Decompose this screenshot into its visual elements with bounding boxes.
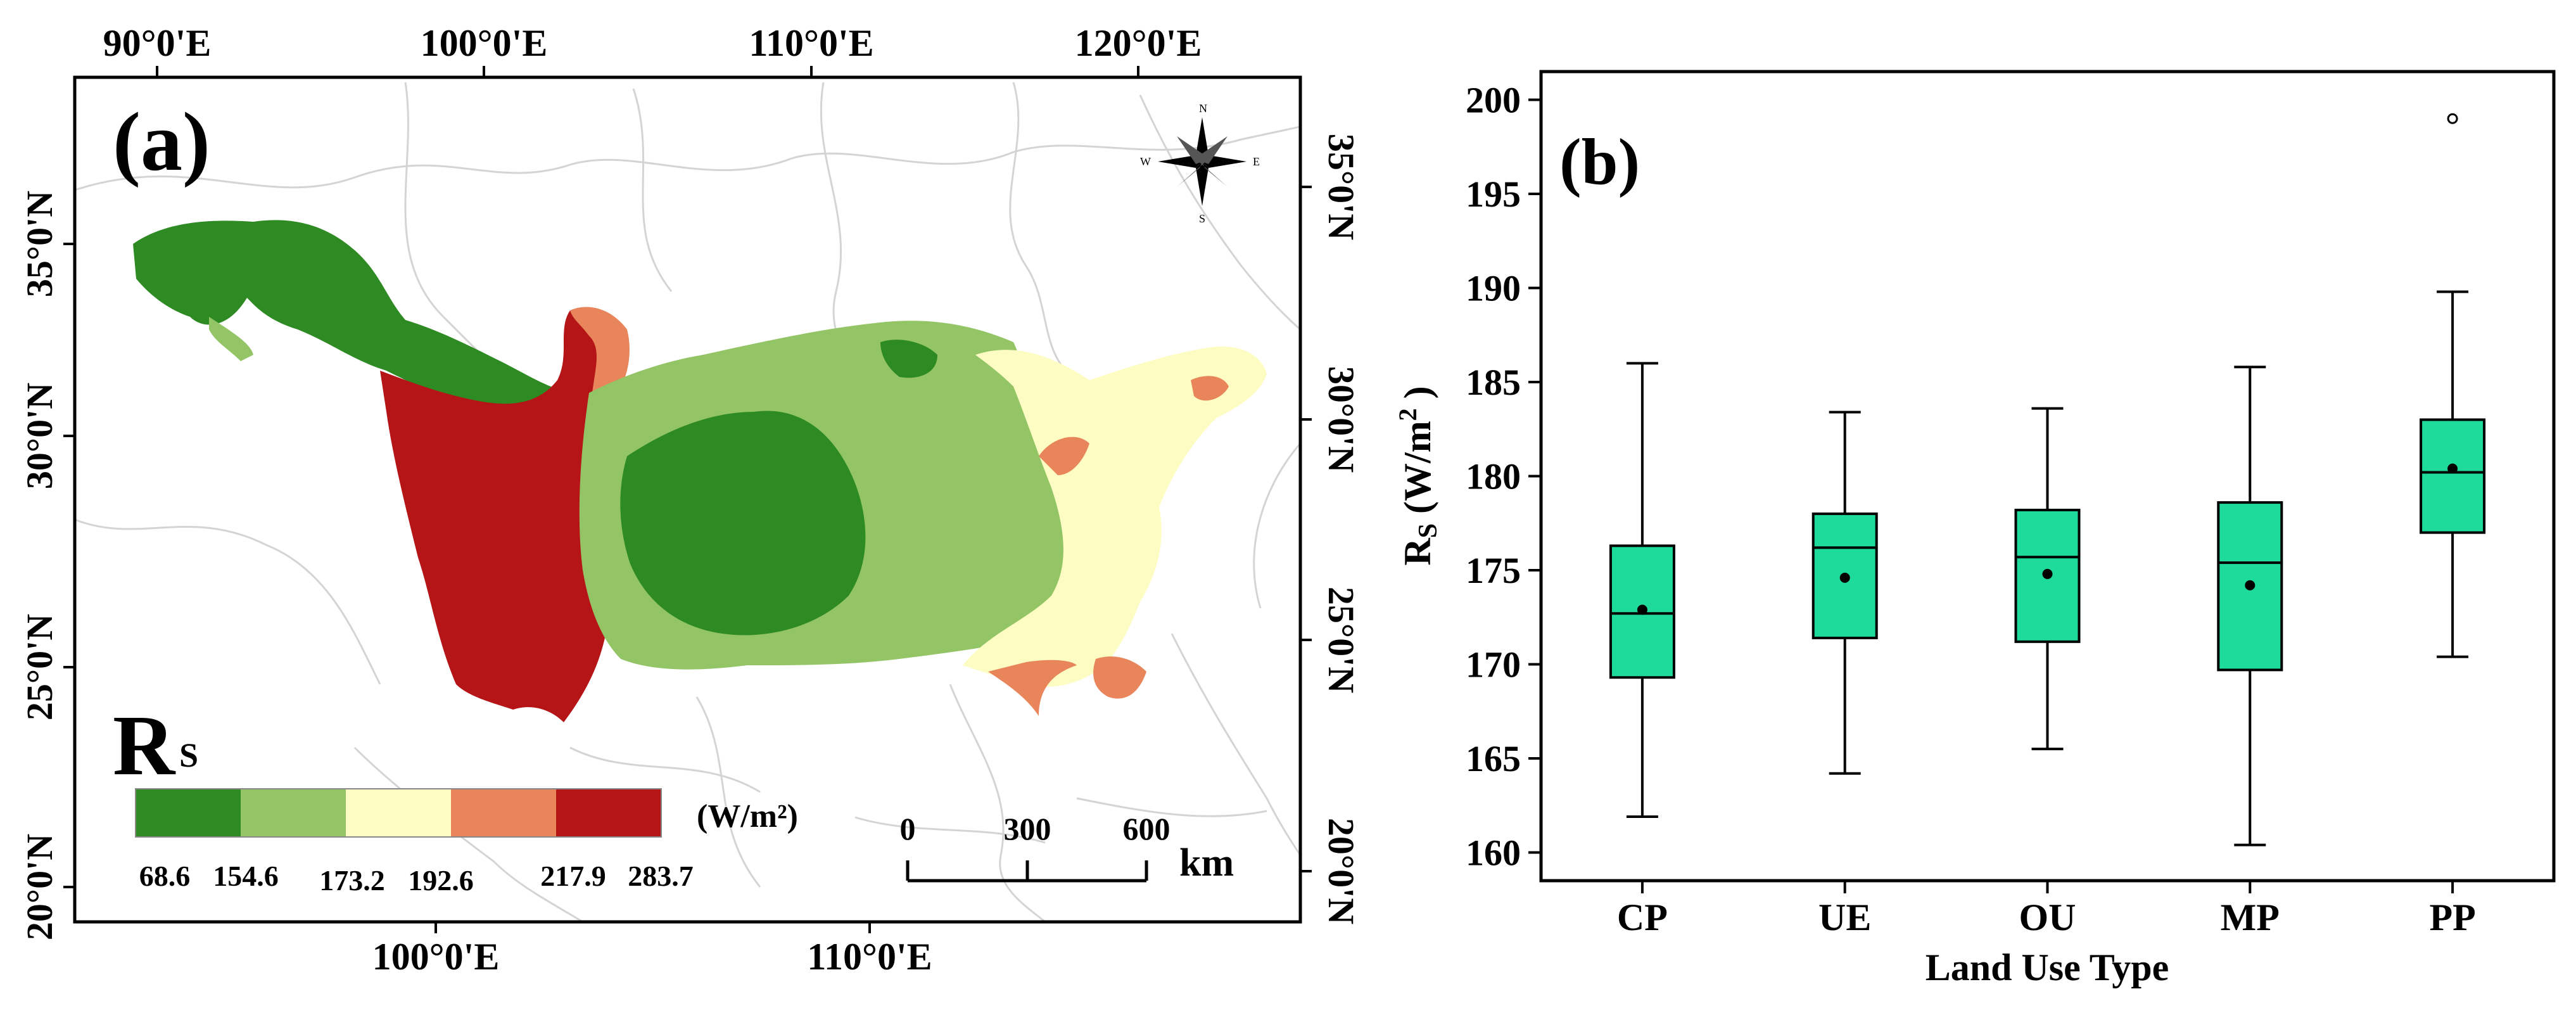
y-tick-label-3: 175 <box>1466 550 1521 591</box>
legend-break-4: 217.9 <box>540 860 606 892</box>
map-graticule-ticks: 90°0'E 100°0'E 110°0'E 120°0'E 100°0'E 110°0'… <box>19 22 1362 978</box>
legend-unit: (W/m²) <box>697 798 798 834</box>
map-panel: (a) N S E W R S 68.6 154.6 173.2 192.6 217.9… <box>19 22 1362 978</box>
left-lat-label-2: 25°0'N <box>19 614 60 720</box>
x-tick-label-ue: UE <box>1818 897 1871 938</box>
raster-southeast-orange <box>1093 656 1146 699</box>
scale-tick-1: 300 <box>1004 811 1051 846</box>
legend-var-main: R <box>113 698 176 793</box>
mean-marker <box>1637 604 1647 615</box>
right-lat-label-0: 35°0'N <box>1321 134 1362 240</box>
panel-a-label: (a) <box>113 95 210 188</box>
legend-swatch-4 <box>556 789 661 837</box>
right-lat-label-2: 25°0'N <box>1321 587 1362 693</box>
box-mp <box>2217 366 2283 846</box>
legend-swatch-3 <box>451 789 556 837</box>
compass-n: N <box>1199 102 1207 115</box>
outlier-point-0 <box>2447 113 2458 124</box>
y-tick-label-6: 190 <box>1466 268 1521 309</box>
y-axis-title: RS (W/m2 ) <box>1393 386 1443 565</box>
left-lat-label-1: 30°0'N <box>19 383 60 489</box>
legend-swatch-2 <box>346 789 451 837</box>
y-tick-label-8: 200 <box>1466 80 1521 121</box>
right-lat-label-3: 20°0'N <box>1321 818 1362 924</box>
scale-tick-2: 600 <box>1123 811 1171 846</box>
left-lat-label-3: 20°0'N <box>19 834 60 940</box>
color-legend <box>135 788 662 838</box>
compass-s: S <box>1199 212 1205 225</box>
legend-break-5: 283.7 <box>628 860 694 892</box>
left-lat-label-0: 35°0'N <box>19 191 60 297</box>
raster-northeast-dark-green <box>880 340 937 378</box>
scale-bar: 0 300 600 km <box>900 811 1234 884</box>
legend-break-2: 173.2 <box>319 864 385 897</box>
y-tick-label-1: 165 <box>1466 738 1521 779</box>
legend-break-1: 154.6 <box>213 860 279 892</box>
compass-w: W <box>1140 155 1151 168</box>
legend-break-3: 192.6 <box>408 864 474 897</box>
scale-tick-0: 0 <box>900 811 916 846</box>
color-legend-labels: 68.6 154.6 173.2 192.6 217.9 283.7 <box>139 860 694 897</box>
mean-marker <box>1839 572 1850 583</box>
bottom-lon-label-0: 100°0'E <box>372 936 500 978</box>
raster-center-dark-green <box>620 411 866 635</box>
raster-east-orange <box>1039 437 1089 475</box>
mean-marker <box>2447 463 2458 474</box>
legend-break-0: 68.6 <box>139 860 191 892</box>
raster-south-orange <box>988 660 1077 716</box>
x-axis: CP UE OU MP PP <box>1617 881 2476 938</box>
y-axis: 160 165 170 175 180 185 190 195 200 <box>1466 80 1541 873</box>
boxplot-panel: (b) 160 165 170 175 180 185 190 195 200 CP UE OU MP… <box>1393 70 2556 988</box>
top-lon-label-0: 90°0'E <box>103 22 212 64</box>
raster-west-light-green <box>209 317 253 361</box>
top-lon-label-1: 100°0'E <box>421 22 548 64</box>
legend-swatch-1 <box>241 789 346 837</box>
boxes <box>1609 113 2486 846</box>
y-tick-label-0: 160 <box>1466 832 1521 873</box>
mean-marker <box>2042 568 2053 579</box>
mean-marker <box>2245 580 2256 590</box>
box-iqr <box>2420 418 2486 534</box>
bottom-lon-label-1: 110°0'E <box>807 936 932 978</box>
box-cp <box>1609 362 1675 819</box>
raster-red <box>380 309 627 722</box>
x-axis-title: Land Use Type <box>1926 947 2169 988</box>
panel-b-label: (b) <box>1559 125 1640 198</box>
raster-east-yellow <box>963 346 1267 687</box>
top-lon-label-2: 110°0'E <box>749 22 873 64</box>
compass-e: E <box>1253 155 1260 168</box>
rs-raster <box>133 220 1267 722</box>
y-tick-label-5: 185 <box>1466 362 1521 403</box>
raster-west-dark-green <box>133 220 570 418</box>
box-ue <box>1811 411 1878 775</box>
box-pp <box>2420 113 2486 658</box>
x-tick-label-mp: MP <box>2221 897 2280 938</box>
north-arrow-icon: N S E W <box>1140 102 1260 225</box>
x-tick-label-ou: OU <box>2019 897 2076 938</box>
legend-var-sub: S <box>179 736 198 774</box>
raster-northeast-orange <box>1191 376 1229 401</box>
right-lat-label-1: 30°0'N <box>1321 366 1362 473</box>
y-tick-label-2: 170 <box>1466 644 1521 685</box>
province-boundaries <box>75 82 1300 922</box>
x-tick-label-pp: PP <box>2429 897 2475 938</box>
legend-border <box>135 788 662 838</box>
y-tick-label-4: 180 <box>1466 456 1521 497</box>
y-tick-label-7: 195 <box>1466 174 1521 215</box>
legend-variable-label: R S <box>113 698 198 793</box>
legend-swatch-0 <box>136 789 241 837</box>
scale-unit: km <box>1179 841 1234 884</box>
top-lon-label-3: 120°0'E <box>1075 22 1202 64</box>
map-frame <box>73 75 1302 924</box>
x-tick-label-cp: CP <box>1617 897 1668 938</box>
box-ou <box>2014 407 2081 751</box>
